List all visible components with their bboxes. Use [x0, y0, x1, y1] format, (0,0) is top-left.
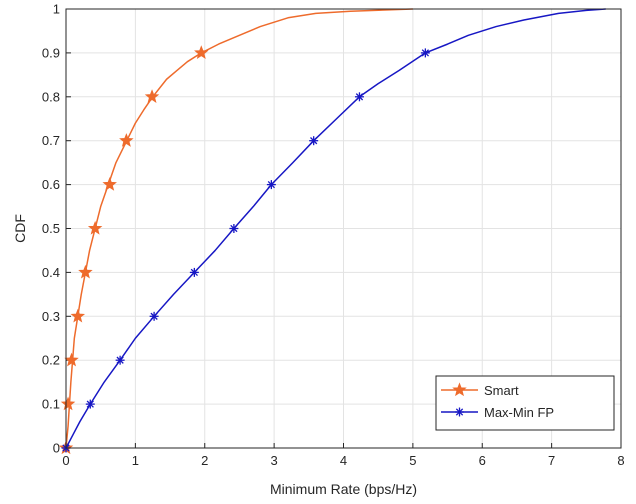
- data-point-smart: [87, 220, 103, 235]
- y-tick-labels: 0 0.1 0.2 0.3 0.4 0.5 0.6 0.7 0.8 0.9 1: [42, 2, 60, 456]
- x-tick-label: 0: [62, 453, 69, 468]
- data-point-smart: [70, 308, 86, 323]
- data-point-max-min-fp: [266, 180, 276, 190]
- x-tick-label: 1: [132, 453, 139, 468]
- data-point-max-min-fp: [354, 92, 364, 102]
- legend-label-max-min-fp: Max-Min FP: [484, 405, 554, 420]
- legend: Smart Max-Min FP: [435, 375, 615, 431]
- y-tick-label: 0.1: [42, 397, 60, 412]
- asterisk-stroke: [230, 224, 238, 233]
- x-tick-label: 7: [548, 453, 555, 468]
- data-point-smart: [102, 176, 117, 191]
- data-point-max-min-fp: [189, 267, 199, 277]
- legend-box: [435, 375, 615, 431]
- plot-frame: [65, 8, 622, 449]
- data-point-smart: [78, 264, 93, 279]
- y-tick-label: 0.4: [42, 265, 60, 280]
- y-tick-label: 1: [53, 2, 60, 17]
- legend-marker-max-min-fp: [455, 407, 464, 417]
- y-tick-label: 0.2: [42, 353, 60, 368]
- data-point-max-min-fp: [115, 355, 125, 365]
- data-point-smart: [144, 89, 160, 103]
- x-tick-label: 4: [340, 453, 347, 468]
- asterisk-stroke: [267, 180, 275, 189]
- x-tick-label: 8: [617, 453, 624, 468]
- y-tick-label: 0.7: [42, 133, 60, 148]
- x-tick-labels: 0 1 2 3 4 5 6 7 8: [62, 453, 624, 468]
- data-point-smart: [60, 396, 76, 411]
- y-tick-label: 0.6: [42, 177, 60, 192]
- data-point-smart: [119, 133, 134, 147]
- asterisk-stroke: [310, 137, 318, 145]
- y-tick-label: 0.5: [42, 221, 60, 236]
- data-point-max-min-fp: [309, 136, 319, 146]
- series-line-max-min-fp: [65, 8, 606, 449]
- y-axis-title: CDF: [12, 214, 28, 243]
- legend-entry-max-min-fp: [441, 407, 478, 417]
- data-point-max-min-fp: [149, 311, 159, 321]
- y-tick-label: 0.3: [42, 309, 60, 324]
- data-point-max-min-fp: [420, 48, 430, 58]
- legend-entry-smart: [441, 382, 478, 397]
- data-point-smart: [194, 45, 209, 60]
- data-point-max-min-fp: [229, 224, 239, 233]
- x-axis-title: Minimum Rate (bps/Hz): [270, 481, 417, 497]
- asterisk-stroke: [190, 268, 198, 277]
- x-tick-label: 2: [201, 453, 208, 468]
- x-tick-label: 5: [409, 453, 416, 468]
- legend-label-smart: Smart: [484, 383, 519, 398]
- y-tick-label: 0.9: [42, 45, 60, 60]
- asterisk-stroke: [455, 408, 464, 416]
- y-tick-label: 0.8: [42, 89, 60, 104]
- y-tick-label: 0: [53, 441, 60, 456]
- asterisk-stroke: [86, 400, 94, 408]
- x-tick-label: 6: [479, 453, 486, 468]
- data-point-smart: [64, 352, 79, 367]
- legend-marker-smart: [452, 382, 467, 397]
- series-lines: [58, 8, 606, 455]
- asterisk-stroke: [116, 356, 124, 364]
- asterisk-stroke: [421, 49, 430, 57]
- asterisk-stroke: [150, 312, 158, 320]
- asterisk-stroke: [355, 93, 364, 101]
- x-tick-label: 3: [271, 453, 278, 468]
- data-point-max-min-fp: [85, 399, 95, 409]
